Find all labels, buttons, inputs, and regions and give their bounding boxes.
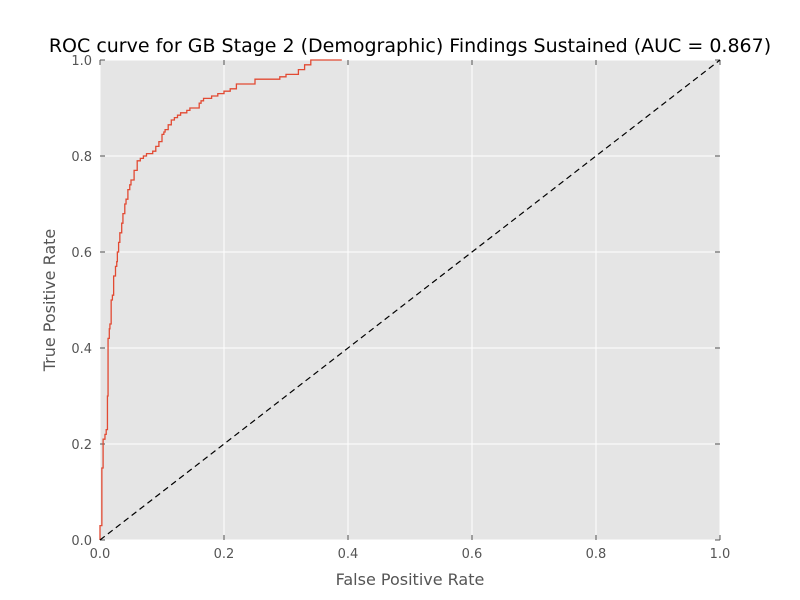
x-tick-label: 0.2 [214,547,235,562]
y-tick-label: 0.8 [71,150,92,165]
grid-lines [99,59,721,541]
x-tick-label: 0.0 [90,547,111,562]
tick-labels: 0.0 0.2 0.4 0.6 0.8 1.0 0.0 0.2 0.4 0.6 0.8 1.0 [71,54,730,562]
chance-diagonal-line [99,59,721,541]
x-axis-label: False Positive Rate [336,570,485,589]
y-axis-label: True Positive Rate [40,229,59,373]
x-tick-label: 0.8 [586,547,607,562]
series-lines [99,59,721,541]
y-tick-label: 1.0 [71,54,92,69]
roc-curve-line [99,59,342,540]
x-tick-label: 0.4 [338,547,359,562]
x-tick-label: 0.6 [462,547,483,562]
y-tick-label: 0.2 [71,438,92,453]
y-tick-label: 0.4 [71,342,92,357]
y-tick-label: 0.6 [71,246,92,261]
x-tick-label: 1.0 [710,547,731,562]
y-tick-label: 0.0 [71,534,92,549]
chart-title: ROC curve for GB Stage 2 (Demographic) F… [49,35,771,57]
